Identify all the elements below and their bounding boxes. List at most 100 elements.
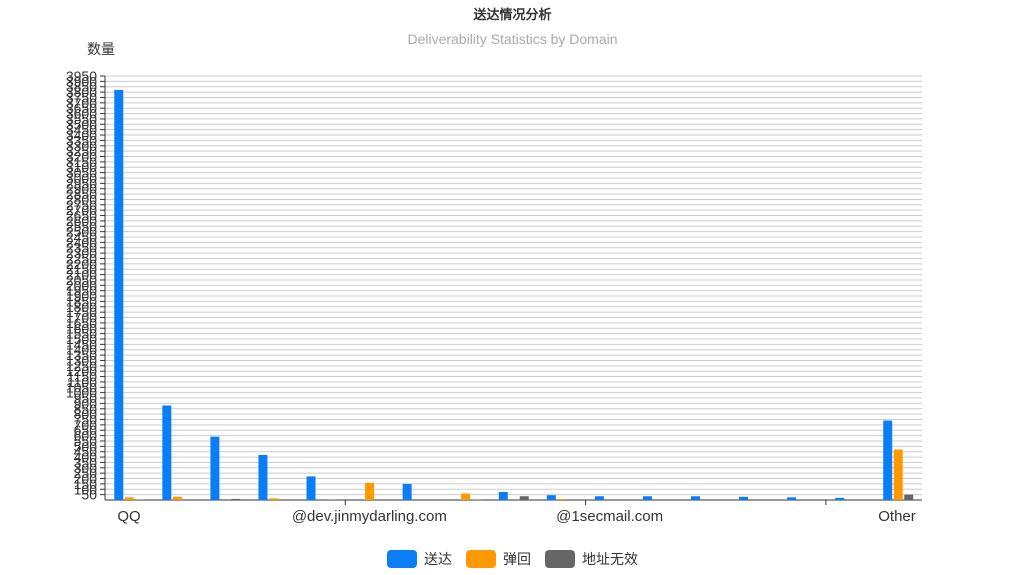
bar-1-7 <box>461 493 471 500</box>
y-tick-label: 2300 <box>66 245 97 261</box>
y-tick-label: 750 <box>74 411 98 427</box>
y-tick-label: 1750 <box>66 304 97 320</box>
x-tick-label: @1secmail.com <box>556 508 663 525</box>
y-tick-label: 1800 <box>66 299 97 315</box>
y-tick-label: 3700 <box>66 95 97 111</box>
y-tick-label: 2450 <box>66 229 97 245</box>
bar-1-3 <box>268 498 278 500</box>
y-tick-label: 2900 <box>66 181 97 197</box>
y-tick-label: 2650 <box>66 208 97 224</box>
y-tick-label: 3550 <box>66 111 97 127</box>
bar-0-16 <box>883 420 893 500</box>
bar-0-11 <box>642 496 652 500</box>
y-axis-label: 数量 <box>87 42 115 58</box>
y-tick-label: 2150 <box>66 261 97 277</box>
y-tick-label: 500 <box>74 438 98 454</box>
legend-swatch-bounced <box>466 550 496 568</box>
bar-1-9 <box>557 498 567 500</box>
bar-2-8 <box>519 496 529 500</box>
y-tick-label: 2500 <box>66 224 97 240</box>
y-tick-label: 2950 <box>66 175 97 191</box>
y-tick-label: 3800 <box>66 84 97 100</box>
bar-1-0 <box>124 497 134 500</box>
y-tick-label: 2250 <box>66 250 97 266</box>
y-tick-label: 2400 <box>66 234 97 250</box>
y-tick-label: 1200 <box>66 363 97 379</box>
y-tick-label: 1000 <box>66 385 97 401</box>
bar-1-1 <box>172 496 182 500</box>
y-tick-label: 1150 <box>67 369 97 385</box>
y-tick-label: 3650 <box>66 100 97 116</box>
y-tick-label: 900 <box>74 395 98 411</box>
y-tick-label: 2100 <box>66 267 97 283</box>
legend-item-delivered[interactable]: 送达 <box>387 549 452 569</box>
y-tick-label: 3750 <box>66 89 97 105</box>
y-tick-label: 3250 <box>66 143 97 159</box>
y-tick-label: 1450 <box>66 336 97 352</box>
y-tick-label: 950 <box>74 390 98 406</box>
y-tick-label: 100 <box>74 481 98 497</box>
y-tick-label: 1350 <box>66 347 97 363</box>
bar-0-0 <box>114 89 124 500</box>
y-tick-label: 1650 <box>66 315 97 331</box>
y-tick-label: 3850 <box>66 79 97 95</box>
y-tick-label: 1550 <box>66 326 97 342</box>
y-tick-label: 350 <box>74 454 98 470</box>
y-tick-label: 2700 <box>66 202 97 218</box>
y-tick-label: 3150 <box>66 154 97 170</box>
bar-2-7 <box>471 499 481 500</box>
y-tick-label: 3050 <box>66 165 97 181</box>
bar-0-12 <box>690 496 700 500</box>
legend: 送达 弹回 地址无效 <box>0 549 1025 569</box>
y-tick-label: 1950 <box>66 283 97 299</box>
y-tick-label: 200 <box>74 471 98 487</box>
y-tick-label: 2350 <box>66 240 97 256</box>
y-tick-label: 850 <box>74 401 98 417</box>
y-tick-label: 3000 <box>66 170 97 186</box>
bar-2-16 <box>904 494 914 500</box>
y-tick-label: 3200 <box>66 149 97 165</box>
chart-title: 送达情况分析 <box>473 8 552 23</box>
legend-item-bounced[interactable]: 弹回 <box>466 549 531 569</box>
y-tick-label: 1600 <box>66 320 97 336</box>
y-tick-label: 1500 <box>66 331 97 347</box>
y-tick-label: 3400 <box>66 127 97 143</box>
legend-swatch-invalid <box>545 550 575 568</box>
bar-0-15 <box>835 497 845 500</box>
bar-0-6 <box>402 483 412 500</box>
y-tick-label: 1050 <box>66 379 97 395</box>
y-tick-label: 3950 <box>66 68 97 84</box>
y-tick-label: 2000 <box>66 277 97 293</box>
y-tick-label: 2050 <box>66 272 97 288</box>
y-tick-label: 1900 <box>66 288 97 304</box>
y-tick-label: 1100 <box>67 374 97 390</box>
y-tick-label: 1850 <box>66 293 97 309</box>
y-tick-label: 300 <box>74 460 98 476</box>
legend-item-invalid[interactable]: 地址无效 <box>545 549 638 569</box>
y-tick-label: 150 <box>74 476 98 492</box>
x-tick-label: Other <box>878 508 916 525</box>
y-tick-label: 50 <box>81 487 97 503</box>
bar-2-2 <box>231 498 241 500</box>
y-tick-label: 3600 <box>66 106 97 122</box>
bar-0-8 <box>498 491 508 500</box>
y-tick-label: 600 <box>74 428 98 444</box>
y-tick-label: 2750 <box>66 197 97 213</box>
bar-2-4 <box>327 499 337 500</box>
y-tick-label: 2550 <box>66 218 97 234</box>
y-tick-label: 3350 <box>66 132 97 148</box>
y-tick-label: 1300 <box>66 352 97 368</box>
legend-label-invalid: 地址无效 <box>582 552 638 568</box>
bar-0-14 <box>787 497 797 500</box>
legend-label-bounced: 弹回 <box>503 552 531 568</box>
y-tick-label: 800 <box>74 406 98 422</box>
bar-0-1 <box>162 405 172 500</box>
y-tick-label: 1250 <box>66 358 97 374</box>
x-tick-label: @dev.jinmydarling.com <box>292 508 447 525</box>
y-tick-label: 3500 <box>66 116 97 132</box>
y-tick-label: 400 <box>74 449 98 465</box>
bar-0-13 <box>739 496 749 500</box>
y-tick-label: 2800 <box>66 191 97 207</box>
bar-0-2 <box>210 436 220 500</box>
bar-2-0 <box>135 499 145 500</box>
